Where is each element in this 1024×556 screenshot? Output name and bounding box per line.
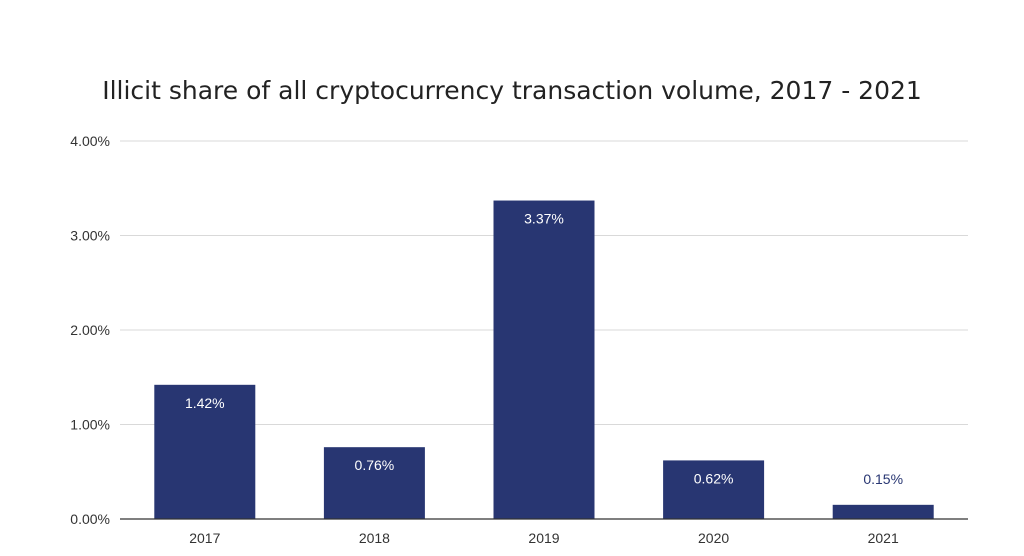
x-tick-label: 2018 xyxy=(359,530,390,546)
bar xyxy=(323,447,425,519)
y-tick-label: 2.00% xyxy=(70,322,110,338)
bar xyxy=(493,200,595,519)
bar xyxy=(154,384,256,519)
y-tick-label: 3.00% xyxy=(70,228,110,244)
bar xyxy=(832,504,934,519)
x-tick-label: 2019 xyxy=(528,530,559,546)
data-label: 0.15% xyxy=(863,471,903,487)
data-label: 1.42% xyxy=(185,395,225,411)
bar xyxy=(663,460,765,519)
data-label: 0.62% xyxy=(694,470,734,486)
y-tick-label: 0.00% xyxy=(70,511,110,527)
y-tick-label: 1.00% xyxy=(70,417,110,433)
x-tick-label: 2021 xyxy=(868,530,899,546)
x-tick-label: 2017 xyxy=(189,530,220,546)
data-label: 0.76% xyxy=(355,457,395,473)
data-label: 3.37% xyxy=(524,211,564,227)
y-tick-label: 4.00% xyxy=(70,133,110,149)
chart-title: Illicit share of all cryptocurrency tran… xyxy=(102,76,922,105)
x-tick-label: 2020 xyxy=(698,530,729,546)
